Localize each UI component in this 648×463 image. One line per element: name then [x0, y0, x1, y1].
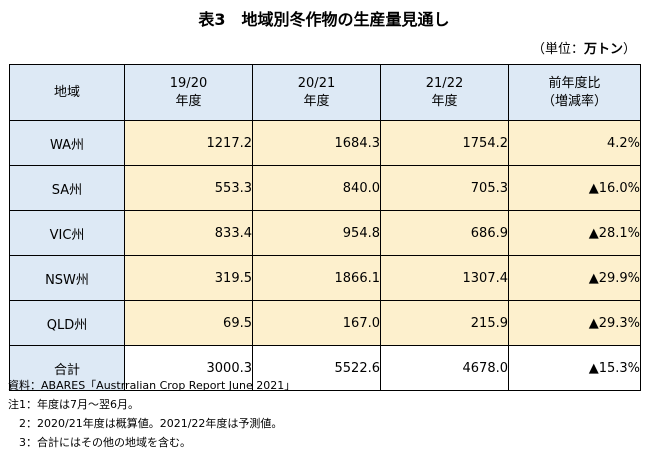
- value-1920-cell: 1217.2: [124, 120, 253, 166]
- change-cell: ▲29.3%: [508, 300, 641, 346]
- value-2021-cell: 167.0: [252, 300, 381, 346]
- value-2021-cell: 1684.3: [252, 120, 381, 166]
- region-cell: QLD州: [9, 300, 125, 346]
- unit-label: （単位：万トン）: [532, 42, 636, 58]
- region-cell: SA州: [9, 165, 125, 211]
- header-row: 地域 19/20 年度 20/21 年度 21/22 年度 前年度比 （増減率）: [9, 64, 641, 121]
- table-title: 表3 地域別冬作物の生産量見通し: [198, 10, 450, 29]
- change-cell: ▲16.0%: [508, 165, 641, 211]
- total-row: 合計 3000.3 5522.6 4678.0 ▲15.3%: [9, 345, 641, 391]
- header-region-label: 地域: [53, 84, 80, 100]
- table-row: NSW州 319.5 1866.1 1307.4 ▲29.9%: [9, 255, 641, 301]
- value-2122-cell: 686.9: [380, 210, 509, 256]
- region-cell: VIC州: [9, 210, 125, 256]
- header-1920-line2: 年度: [175, 93, 202, 109]
- production-table: 地域 19/20 年度 20/21 年度 21/22 年度 前年度比 （増減率） WA州…: [9, 64, 641, 391]
- value-2021-cell: 840.0: [252, 165, 381, 211]
- value-2122-cell: 1754.2: [380, 120, 509, 166]
- header-region: 地域: [9, 64, 125, 121]
- note-3: 3：合計にはその他の地域を含む。: [8, 436, 191, 449]
- header-change-line2: （増減率）: [541, 93, 607, 109]
- value-2021-cell: 5522.6: [252, 345, 381, 391]
- region-cell: WA州: [9, 120, 125, 166]
- table-row: VIC州 833.4 954.8 686.9 ▲28.1%: [9, 210, 641, 256]
- value-2021-cell: 954.8: [252, 210, 381, 256]
- header-2021-line2: 年度: [303, 93, 330, 109]
- header-1920-line1: 19/20: [169, 75, 208, 91]
- header-1920: 19/20 年度: [124, 64, 253, 121]
- value-1920-cell: 69.5: [124, 300, 253, 346]
- region-cell: 合計: [9, 345, 125, 391]
- header-2021: 20/21 年度: [252, 64, 381, 121]
- header-2122: 21/22 年度: [380, 64, 509, 121]
- value-2122-cell: 705.3: [380, 165, 509, 211]
- value-1920-cell: 553.3: [124, 165, 253, 211]
- note-1: 注1：年度は7月～翌6月。: [8, 398, 139, 411]
- change-cell: ▲28.1%: [508, 210, 641, 256]
- region-cell: NSW州: [9, 255, 125, 301]
- value-2122-cell: 1307.4: [380, 255, 509, 301]
- value-2122-cell: 4678.0: [380, 345, 509, 391]
- header-2122-line1: 21/22: [425, 75, 464, 91]
- value-1920-cell: 319.5: [124, 255, 253, 301]
- value-1920-cell: 833.4: [124, 210, 253, 256]
- unit-suffix: ）: [622, 42, 636, 57]
- change-cell: 4.2%: [508, 120, 641, 166]
- change-cell: ▲15.3%: [508, 345, 641, 391]
- note-2: 2：2020/21年度は概算値。2021/22年度は予測値。: [8, 417, 283, 430]
- source-note: 資料：ABARES「Austrralian Crop Report June 2…: [8, 379, 296, 392]
- value-2021-cell: 1866.1: [252, 255, 381, 301]
- change-cell: ▲29.9%: [508, 255, 641, 301]
- table-row: WA州 1217.2 1684.3 1754.2 4.2%: [9, 120, 641, 166]
- table-row: QLD州 69.5 167.0 215.9 ▲29.3%: [9, 300, 641, 346]
- header-change-line1: 前年度比: [548, 75, 601, 91]
- unit-prefix: （単位：: [531, 42, 584, 57]
- header-change: 前年度比 （増減率）: [508, 64, 641, 121]
- header-2122-line2: 年度: [431, 93, 458, 109]
- notes: 資料：ABARES「Austrralian Crop Report June 2…: [8, 376, 295, 452]
- unit-value: 万トン: [583, 42, 623, 57]
- table-row: SA州 553.3 840.0 705.3 ▲16.0%: [9, 165, 641, 211]
- value-2122-cell: 215.9: [380, 300, 509, 346]
- header-2021-line1: 20/21: [297, 75, 336, 91]
